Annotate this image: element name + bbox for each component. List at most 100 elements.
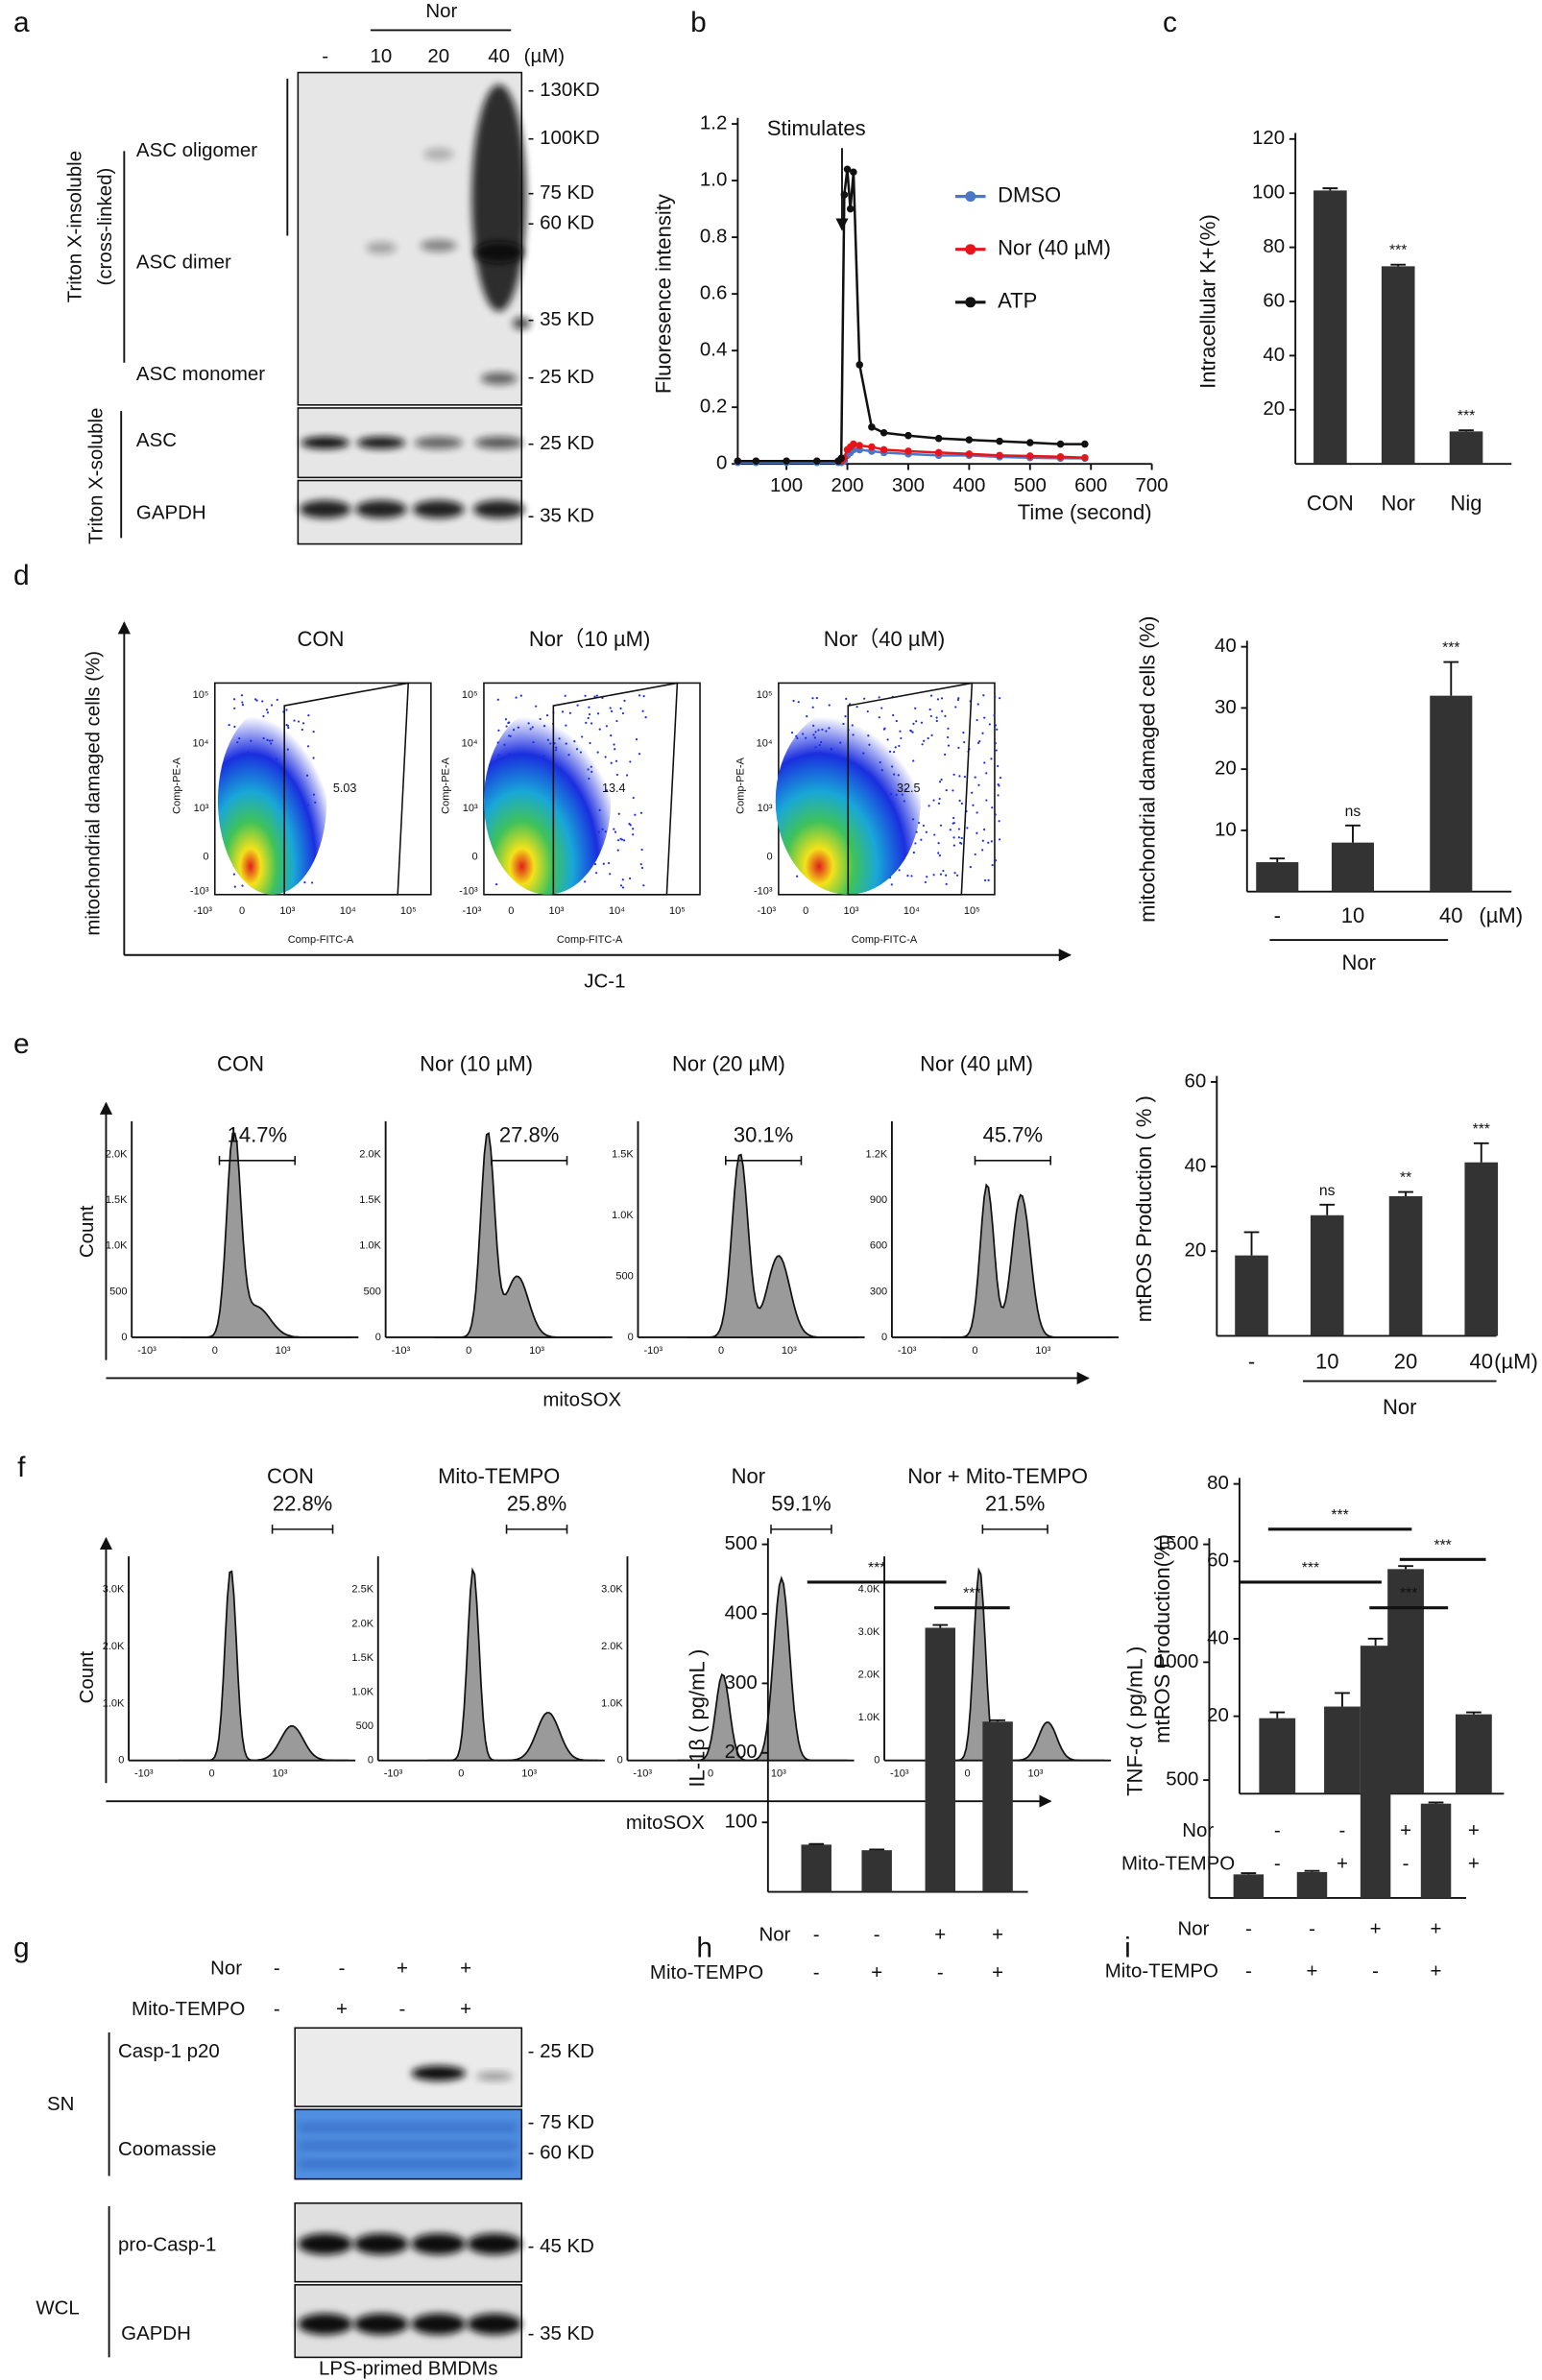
y-tick-label: 2.0K	[601, 1641, 623, 1652]
event	[792, 699, 795, 703]
event	[632, 828, 635, 830]
event	[976, 811, 978, 814]
x-tick-label: -	[1274, 903, 1281, 927]
y-tick-label: 1.5K	[359, 1194, 381, 1206]
event	[976, 741, 980, 744]
panel-letter: d	[13, 560, 30, 591]
row-sign: -	[937, 1961, 944, 1983]
bar	[1324, 1706, 1361, 1794]
marker-label: - 25 KD	[528, 432, 594, 454]
point	[965, 450, 974, 458]
annotation: Stimulates	[767, 116, 866, 140]
event	[312, 731, 315, 733]
x-tick-label: 10³	[771, 1768, 786, 1780]
x-tick-label: 700	[1136, 474, 1169, 496]
panel-letter: f	[17, 1452, 26, 1483]
bar	[1331, 842, 1375, 892]
event	[928, 805, 930, 807]
row-label: Mito-TEMPO	[132, 1998, 245, 2020]
event	[939, 824, 943, 827]
event	[232, 698, 236, 701]
y-axis-label: IL-1β ( pg/mL )	[685, 1649, 709, 1788]
event	[811, 697, 814, 700]
y-tick-label: 80	[1263, 235, 1285, 257]
event	[998, 784, 1000, 787]
marker-label: - 25 KD	[528, 366, 594, 388]
event	[906, 875, 909, 877]
event	[505, 725, 508, 728]
y-tick-label: 400	[725, 1601, 758, 1623]
band	[412, 499, 465, 518]
y-tick-label: 0	[628, 1332, 634, 1343]
y-tick-label: 0	[716, 452, 727, 474]
point	[868, 423, 876, 431]
event	[938, 797, 941, 801]
x-tick-label: 10³	[1027, 1768, 1043, 1780]
x-tick-label: CON	[1307, 492, 1354, 516]
legend-swatch	[965, 191, 976, 203]
row-sign: +	[1307, 1959, 1318, 1982]
point	[850, 168, 857, 177]
event	[926, 876, 928, 878]
y-tick-label: 10⁴	[193, 737, 209, 749]
event	[923, 739, 926, 742]
event	[910, 875, 913, 877]
channel-label: Comp-PE-A	[171, 757, 182, 813]
point	[813, 457, 821, 466]
gate-value: 59.1%	[771, 1491, 831, 1515]
error-bar	[1473, 1142, 1489, 1163]
row-sign: +	[397, 1957, 408, 1979]
event	[609, 873, 612, 876]
event	[598, 728, 601, 731]
y-tick-label: 30	[1215, 696, 1237, 718]
significance-label: ***	[1442, 640, 1459, 657]
band	[411, 2233, 467, 2255]
event	[956, 874, 959, 877]
row-sign: +	[1468, 1853, 1480, 1875]
y-axis-label: mitochondrial damaged cells (%)	[1135, 615, 1159, 922]
event	[944, 714, 947, 717]
x-tick-label: 10³	[1035, 1345, 1050, 1357]
band-label: GAPDH	[136, 502, 206, 524]
y-tick-label: 500	[364, 1286, 381, 1297]
event	[307, 714, 310, 717]
point	[855, 361, 863, 369]
event	[811, 706, 814, 709]
marker-label: - 75 KD	[528, 2111, 594, 2133]
band-label: ASC	[136, 429, 177, 451]
channel-label: Comp-PE-A	[441, 757, 452, 813]
event	[241, 884, 244, 887]
row-sign: +	[1431, 1917, 1442, 1939]
event	[922, 824, 926, 828]
x-tick-label: 10³	[521, 1768, 537, 1780]
event	[617, 812, 620, 815]
event	[639, 863, 642, 866]
channel-label: Comp-FITC-A	[288, 934, 354, 946]
x-tick-label: 0	[803, 905, 808, 917]
bar	[1233, 1874, 1265, 1898]
error-bar	[869, 1848, 885, 1851]
event	[898, 869, 901, 872]
x-tick-label: -10³	[643, 1345, 663, 1357]
y-tick-label: 10⁵	[757, 689, 773, 701]
x-tick-label: 400	[952, 474, 985, 496]
point	[879, 428, 888, 437]
event	[504, 718, 508, 721]
event	[621, 878, 624, 881]
channel-label: Comp-PE-A	[735, 757, 746, 813]
event	[996, 728, 999, 731]
y-tick-label: 2.0K	[106, 1148, 128, 1160]
event	[614, 759, 618, 762]
y-tick-label: 10³	[758, 803, 773, 814]
bar	[1296, 1871, 1328, 1898]
event	[960, 842, 963, 845]
event	[619, 884, 623, 887]
band	[474, 241, 523, 263]
y-tick-label: 2.0K	[858, 1670, 880, 1681]
bar	[1235, 1255, 1268, 1336]
event	[985, 772, 988, 775]
event	[957, 697, 960, 700]
event	[276, 698, 278, 701]
error-bar	[1428, 1801, 1444, 1804]
